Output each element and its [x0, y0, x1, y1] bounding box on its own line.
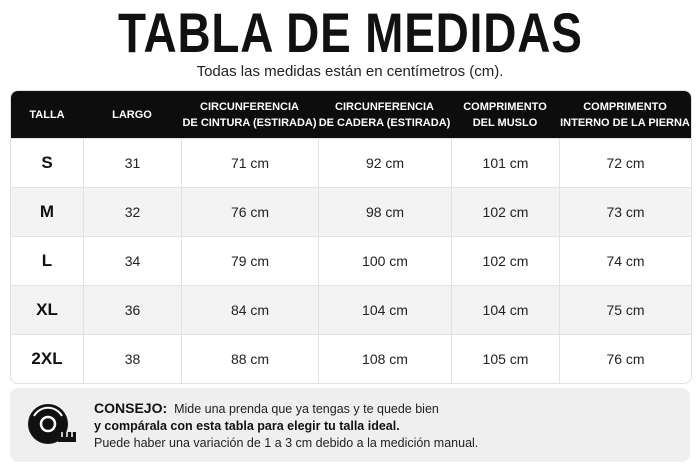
measure-cell: 75 cm	[559, 285, 691, 334]
column-header-line: CIRCUNFERENCIA	[335, 100, 434, 113]
measure-cell: 36	[83, 285, 181, 334]
column-header: LARGO	[83, 91, 181, 138]
column-header: CIRCUNFERENCIA DE CINTURA (ESTIRADA)	[181, 91, 318, 138]
measure-cell: 101 cm	[451, 138, 559, 187]
title-wrap: TABLA DE MEDIDAS	[0, 2, 700, 64]
measure-cell: 38	[83, 334, 181, 383]
table-row: 2XL 38 88 cm 108 cm 105 cm 76 cm	[11, 334, 691, 383]
tip-line: y compárala con esta tabla para elegir t…	[94, 419, 400, 433]
column-header-line: COMPRIMENTO	[463, 100, 547, 113]
measure-cell: 102 cm	[451, 187, 559, 236]
column-header-line: DE CINTURA (ESTIRADA)	[182, 116, 317, 129]
measure-cell: 108 cm	[318, 334, 451, 383]
measure-cell: 105 cm	[451, 334, 559, 383]
measure-cell: 73 cm	[559, 187, 691, 236]
measure-cell: 100 cm	[318, 236, 451, 285]
header-row: TALLA LARGO CIRCUNFERENCIA DE CINTURA (ESTI…	[11, 91, 691, 138]
measure-cell: 104 cm	[451, 285, 559, 334]
measure-cell: 84 cm	[181, 285, 318, 334]
size-table: TALLA LARGO CIRCUNFERENCIA DE CINTURA (ESTI…	[10, 90, 692, 384]
size-cell: M	[11, 187, 83, 236]
size-cell: L	[11, 236, 83, 285]
measure-cell: 102 cm	[451, 236, 559, 285]
tape-icon	[28, 404, 76, 444]
tip-box: CONSEJO: Mide una prenda que ya tengas y…	[10, 388, 690, 462]
measure-cell: 71 cm	[181, 138, 318, 187]
measure-cell: 74 cm	[559, 236, 691, 285]
column-header-line: DE CADERA (ESTIRADA)	[318, 116, 451, 129]
subtitle: Todas las medidas están en centímetros (…	[196, 63, 504, 80]
column-header: COMPRIMENTO INTERNO DE LA PIERNA	[559, 91, 691, 138]
column-header: TALLA	[11, 91, 83, 138]
tip-label: CONSEJO:	[94, 400, 168, 416]
column-header-line: TALLA	[29, 108, 65, 121]
table-row: L 34 79 cm 100 cm 102 cm 74 cm	[11, 236, 691, 285]
table-row: M 32 76 cm 98 cm 102 cm 73 cm	[11, 187, 691, 236]
measure-cell: 31	[83, 138, 181, 187]
column-header-line: INTERNO DE LA PIERNA	[560, 116, 690, 129]
column-header: CIRCUNFERENCIA DE CADERA (ESTIRADA)	[318, 91, 451, 138]
size-cell: XL	[11, 285, 83, 334]
measure-cell: 32	[83, 187, 181, 236]
measure-cell: 34	[83, 236, 181, 285]
measure-cell: 76 cm	[181, 187, 318, 236]
measure-cell: 79 cm	[181, 236, 318, 285]
measure-cell: 72 cm	[559, 138, 691, 187]
measure-cell: 88 cm	[181, 334, 318, 383]
measure-cell: 76 cm	[559, 334, 691, 383]
column-header-line: COMPRIMENTO	[583, 100, 667, 113]
measure-cell: 104 cm	[318, 285, 451, 334]
column-header-line: LARGO	[112, 108, 152, 121]
measure-cell: 92 cm	[318, 138, 451, 187]
size-cell: 2XL	[11, 334, 83, 383]
column-header-line: DEL MUSLO	[472, 116, 538, 129]
column-header: COMPRIMENTO DEL MUSLO	[451, 91, 559, 138]
table-row: S 31 71 cm 92 cm 101 cm 72 cm	[11, 138, 691, 187]
size-cell: S	[11, 138, 83, 187]
title: TABLA DE MEDIDAS	[117, 1, 583, 64]
measure-cell: 98 cm	[318, 187, 451, 236]
tip-line: Mide una prenda que ya tengas y te quede…	[174, 402, 439, 416]
tip-line: Puede haber una variación de 1 a 3 cm de…	[94, 436, 479, 450]
table-row: XL 36 84 cm 104 cm 104 cm 75 cm	[11, 285, 691, 334]
tip-text: CONSEJO: Mide una prenda que ya tengas y…	[94, 400, 478, 452]
column-header-line: CIRCUNFERENCIA	[200, 100, 299, 113]
